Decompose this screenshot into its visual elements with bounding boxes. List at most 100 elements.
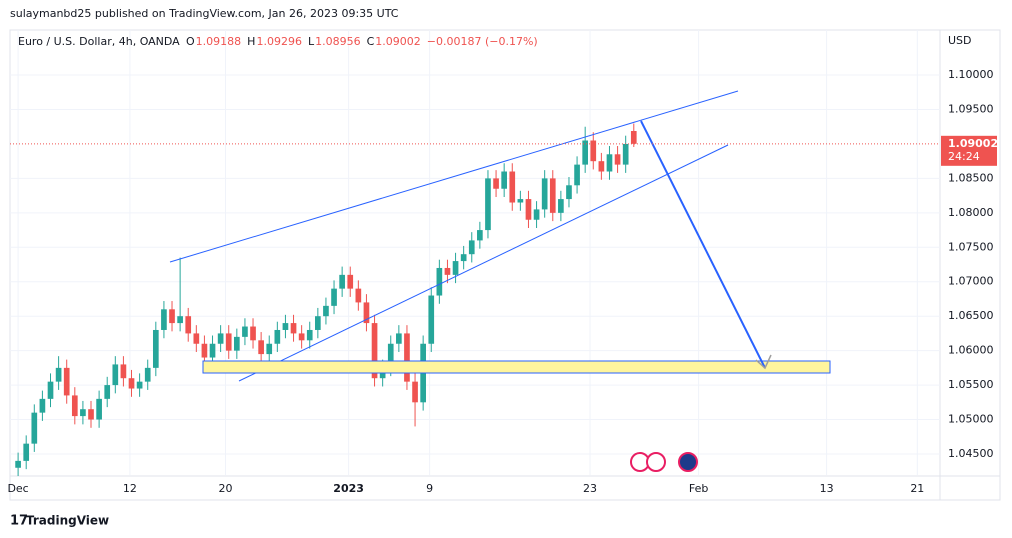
candle-body xyxy=(404,333,410,382)
candle-body xyxy=(614,154,621,165)
candle-body xyxy=(201,343,208,358)
countdown: 24:24 xyxy=(948,150,980,163)
candle-body xyxy=(80,409,86,417)
candle-body xyxy=(436,267,443,296)
brand-logo: 17 xyxy=(10,514,28,529)
grid xyxy=(10,30,940,475)
candle-body xyxy=(242,326,248,337)
candle-body xyxy=(387,343,394,368)
publisher-note: sulaymanbd25 published on TradingView.co… xyxy=(10,7,399,20)
x-tick-label: Feb xyxy=(689,482,708,495)
y-tick-label: 1.07000 xyxy=(948,275,994,288)
candle-body xyxy=(460,254,467,262)
candle-body xyxy=(250,326,256,341)
wedge-upper-line xyxy=(169,90,739,263)
candle-body xyxy=(541,178,548,210)
x-tick-label: 13 xyxy=(820,482,834,495)
candles xyxy=(15,123,637,477)
ohlc-key: C xyxy=(367,35,375,48)
candle-body xyxy=(266,343,273,355)
candle-body xyxy=(193,333,200,344)
candle-body xyxy=(152,329,159,368)
ohlc-value: 1.08956 xyxy=(315,35,361,48)
candle-body xyxy=(128,378,135,389)
candle-body xyxy=(185,316,192,334)
candle-body xyxy=(169,309,175,324)
candle-body xyxy=(622,143,629,165)
ohlc-legend: O 1.09188 H 1.09296 L 1.08956 C 1.09002 −0.00187… xyxy=(186,35,538,48)
y-tick-label: 1.06000 xyxy=(948,344,994,357)
candle-body xyxy=(558,199,564,213)
projection-arrow xyxy=(640,120,766,369)
candle-body xyxy=(96,398,102,420)
symbol-title: Euro / U.S. Dollar, 4h, OANDA xyxy=(18,35,180,48)
candle-body xyxy=(315,316,321,330)
candle-body xyxy=(161,309,167,330)
candle-body xyxy=(477,230,483,241)
candle-body xyxy=(104,385,111,399)
y-tick-label: 1.07500 xyxy=(948,240,994,253)
candle-body xyxy=(47,381,54,399)
ohlc-value: 1.09188 xyxy=(196,35,242,48)
candle-body xyxy=(217,333,224,344)
y-tick-label: 1.10000 xyxy=(948,68,994,81)
drawings xyxy=(169,90,831,382)
candle-body xyxy=(574,164,580,186)
candle-body xyxy=(233,336,240,351)
event-icons xyxy=(630,452,698,472)
chart-frame xyxy=(9,29,1001,501)
candle-body xyxy=(566,185,572,200)
candle-body xyxy=(452,261,459,275)
event-icon[interactable] xyxy=(678,452,698,472)
candle-body xyxy=(590,140,597,162)
candle-body xyxy=(509,171,516,203)
x-tick-label: 12 xyxy=(123,482,137,495)
ohlc-key: H xyxy=(247,35,255,48)
y-tick-label: 1.06500 xyxy=(948,309,994,322)
candle-body xyxy=(258,340,264,355)
candle-body xyxy=(225,333,232,351)
candle-body xyxy=(371,323,378,379)
y-tick-label: 1.05500 xyxy=(948,378,994,391)
candle-body xyxy=(396,333,402,344)
candle-body xyxy=(485,178,491,231)
candle-body xyxy=(282,323,289,330)
candle-body xyxy=(274,329,281,344)
brand: TradingView xyxy=(26,514,109,528)
candle-body xyxy=(347,274,354,289)
candle-body xyxy=(15,460,21,468)
x-tick-label: 20 xyxy=(218,482,232,495)
candle-body xyxy=(468,240,475,255)
candle-body xyxy=(136,381,143,389)
last-price-badge xyxy=(941,135,997,166)
candle-body xyxy=(177,316,183,324)
candle-body xyxy=(120,364,127,379)
y-tick-label: 1.09500 xyxy=(948,103,994,116)
candle-body xyxy=(339,274,345,289)
candle-body xyxy=(298,333,305,341)
candle-body xyxy=(630,131,637,144)
currency: USD xyxy=(948,34,972,47)
y-tick-label: 1.04500 xyxy=(948,447,994,460)
candle-body xyxy=(71,395,78,417)
x-tick-label: 21 xyxy=(910,482,924,495)
candle-body xyxy=(517,199,524,203)
ohlc-value: 1.09002 xyxy=(375,35,421,48)
candle-body xyxy=(525,199,532,220)
candle-body xyxy=(606,154,613,172)
candle-body xyxy=(412,381,418,403)
candle-body xyxy=(549,178,556,213)
x-tick-label: 23 xyxy=(583,482,597,495)
event-icon[interactable] xyxy=(646,452,666,472)
candle-body xyxy=(493,178,499,189)
change-label: −0.00187 (−0.17%) xyxy=(427,35,538,48)
y-tick-label: 1.05000 xyxy=(948,413,994,426)
candle-body xyxy=(598,161,605,172)
candle-body xyxy=(533,209,540,220)
x-tick-label: Dec xyxy=(7,482,28,495)
candle-body xyxy=(363,302,370,324)
candle-body xyxy=(112,364,119,386)
arrow-head xyxy=(755,354,772,370)
y-tick-label: 1.08500 xyxy=(948,171,994,184)
